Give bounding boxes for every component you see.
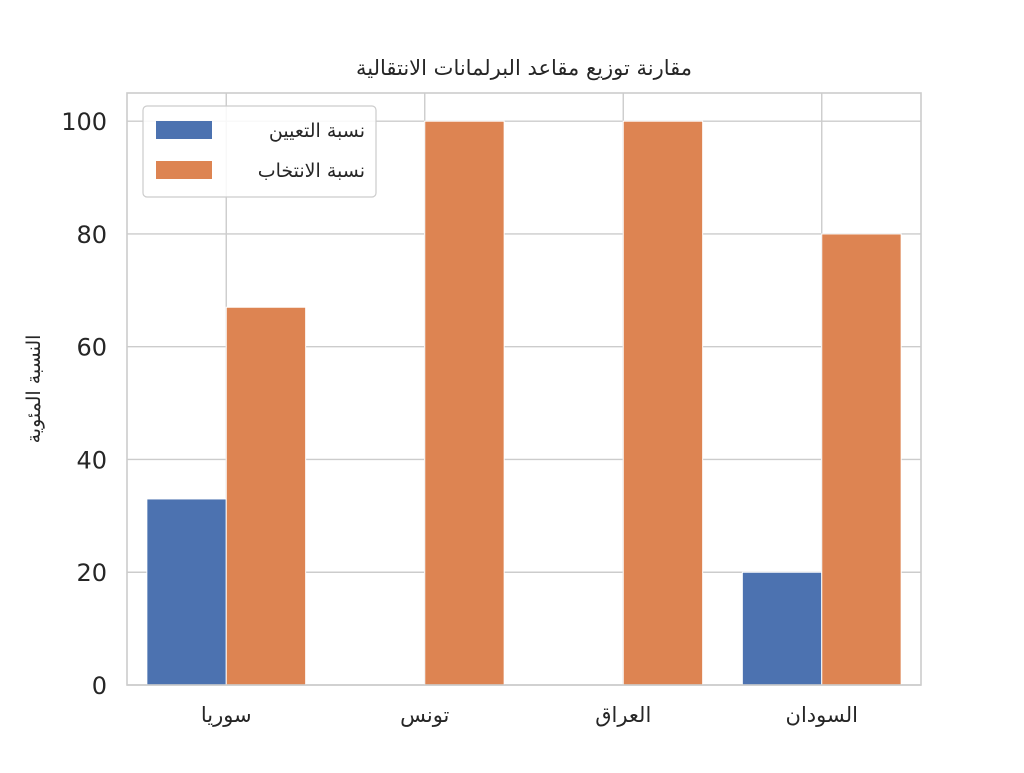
x-tick-label: سوريا	[201, 703, 252, 727]
bar-series-1-category-1	[424, 120, 505, 686]
bar-series-1-category-0	[225, 306, 307, 686]
bars	[146, 120, 902, 686]
y-tick-label: 20	[76, 559, 107, 587]
legend-swatch-election	[156, 161, 212, 179]
bar-series-0-category-0	[146, 498, 227, 686]
x-tick-label: تونس	[400, 703, 449, 727]
plot-frame	[126, 92, 922, 686]
x-tick-label: السودان	[786, 703, 858, 727]
y-tick-label: 40	[76, 446, 107, 474]
y-axis: 0 20 40 60 80 100	[61, 108, 107, 700]
legend-label-election: نسبة الانتخاب	[258, 160, 365, 182]
x-axis: سوريا تونس العراق السودان	[201, 703, 858, 727]
y-axis-label: النسبة المئوية	[23, 335, 45, 444]
y-tick-label: 60	[76, 334, 107, 362]
chart-title: مقارنة توزيع مقاعد البرلمانات الانتقالية	[356, 56, 692, 80]
bar-series-1-category-3	[821, 233, 902, 686]
x-tick-label: العراق	[595, 703, 651, 727]
legend: نسبة التعيين نسبة الانتخاب	[142, 105, 377, 198]
legend-swatch-appointment	[156, 121, 212, 139]
y-tick-label: 80	[76, 221, 107, 249]
bar-series-0-category-3	[741, 571, 823, 686]
y-tick-label: 0	[92, 672, 107, 700]
bar-series-1-category-2	[622, 120, 704, 686]
legend-label-appointment: نسبة التعيين	[269, 120, 365, 142]
y-tick-label: 100	[61, 108, 107, 136]
